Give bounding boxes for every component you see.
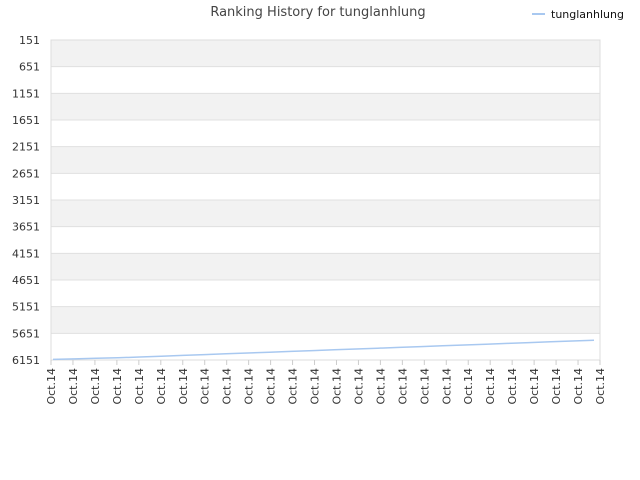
series-line <box>52 339 595 361</box>
y-tick-label: 2151 <box>12 141 40 154</box>
y-tick-label: 651 <box>19 61 40 74</box>
x-tick-label: Oct.14 <box>484 368 497 405</box>
y-tick-label: 5651 <box>12 327 40 340</box>
y-tick-label: 6151 <box>12 354 40 367</box>
x-tick-label: Oct.14 <box>462 368 475 405</box>
legend-label[interactable]: tunglanhlung <box>551 8 624 21</box>
x-tick-label: Oct.14 <box>199 368 212 405</box>
plot-band <box>51 40 600 67</box>
x-tick-label: Oct.14 <box>67 368 80 405</box>
x-tick-label: Oct.14 <box>352 368 365 405</box>
x-tick-label: Oct.14 <box>396 368 409 405</box>
x-tick-label: Oct.14 <box>221 368 234 405</box>
x-tick-label: Oct.14 <box>89 368 102 405</box>
plot-area: 151 651 1151 1651 2151 2651 3151 3651 4151 4651 51… <box>12 34 607 405</box>
y-tick-label: 1651 <box>12 114 40 127</box>
chart-title: Ranking History for tunglanhlung <box>210 5 425 20</box>
plot-band <box>51 333 600 360</box>
plot-band <box>51 226 600 254</box>
y-tick-label: 151 <box>19 34 40 47</box>
x-tick-label: Oct.14 <box>155 368 168 405</box>
legend[interactable]: tunglanhlung <box>532 8 624 21</box>
plot-band <box>51 66 600 94</box>
x-tick-label: Oct.14 <box>45 368 58 405</box>
x-tick-label: Oct.14 <box>594 368 607 405</box>
plot-band <box>51 200 600 227</box>
x-tick-label: Oct.14 <box>133 368 146 405</box>
x-tick-label: Oct.14 <box>374 368 387 405</box>
x-tick-label: Oct.14 <box>506 368 519 405</box>
x-tick-label: Oct.14 <box>287 368 300 405</box>
plot-band <box>51 306 600 334</box>
x-tick-label: Oct.14 <box>330 368 343 405</box>
y-tick-label: 1151 <box>12 87 40 100</box>
y-tick-label: 5151 <box>12 301 40 314</box>
plot-band <box>51 146 600 174</box>
x-tick-label: Oct.14 <box>243 368 256 405</box>
plot-band <box>51 280 600 307</box>
x-tick-label: Oct.14 <box>572 368 585 405</box>
x-tick-label: Oct.14 <box>177 368 190 405</box>
y-tick-label: 3151 <box>12 194 40 207</box>
y-tick-label: 4651 <box>12 274 40 287</box>
x-tick-label: Oct.14 <box>418 368 431 405</box>
y-tick-label: 4151 <box>12 247 40 260</box>
plot-band <box>51 173 600 200</box>
x-tick-label: Oct.14 <box>528 368 541 405</box>
plot-frame <box>50 39 601 361</box>
plot-band <box>51 93 600 120</box>
x-tick-label: Oct.14 <box>265 368 278 405</box>
y-tick-label: 2651 <box>12 167 40 180</box>
plot-band <box>51 253 600 280</box>
y-tick-label: 3651 <box>12 221 40 234</box>
x-tick-label: Oct.14 <box>550 368 563 405</box>
x-tick-label: Oct.14 <box>440 368 453 405</box>
x-tick-label: Oct.14 <box>111 368 124 405</box>
plot-band <box>51 120 600 147</box>
x-tick-label: Oct.14 <box>309 368 322 405</box>
